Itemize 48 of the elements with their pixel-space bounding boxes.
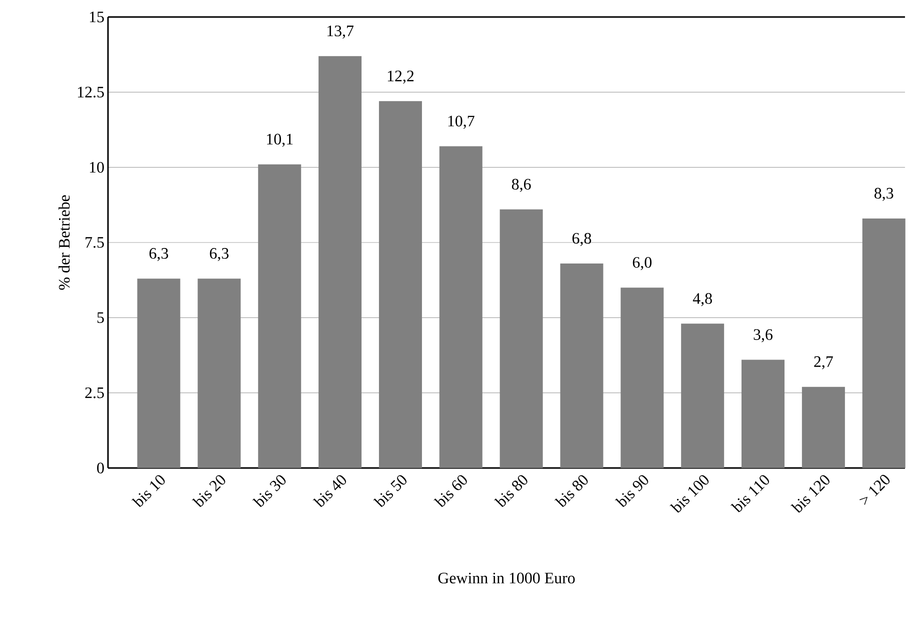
x-tick-label: bis 90	[614, 475, 648, 508]
bar	[681, 324, 724, 468]
data-label: 6,3	[210, 248, 229, 262]
bar	[862, 218, 906, 468]
data-label: 6,0	[632, 257, 652, 270]
x-tick-label: bis 80	[494, 475, 528, 508]
bar	[439, 146, 482, 468]
bar	[802, 386, 845, 468]
bar	[378, 101, 422, 468]
data-label: 3,6	[754, 329, 773, 342]
y-tick-label: 2.5	[85, 387, 104, 398]
x-tick-label: bis 60	[434, 475, 467, 508]
x-tick-label: bis 10	[132, 475, 165, 508]
y-tick-label: 5	[97, 312, 104, 323]
data-label: 2,7	[814, 356, 833, 370]
y-axis-title: % der Betriebe	[58, 195, 70, 290]
y-tick-label: 0	[97, 462, 104, 474]
data-label: 8,6	[512, 178, 531, 192]
y-tick-label: 7.5	[86, 237, 104, 248]
bar	[258, 164, 302, 468]
bar	[742, 360, 785, 468]
x-tick-label: bis 40	[312, 475, 346, 508]
bar	[620, 288, 664, 468]
data-label: 10,1	[267, 134, 293, 147]
y-tick-label: 10	[90, 162, 104, 173]
bar	[198, 278, 241, 468]
data-label: 8,3	[874, 188, 894, 201]
bar	[137, 278, 180, 468]
x-tick-label: bis 20	[192, 475, 226, 508]
data-label: 10,7	[448, 116, 474, 129]
bar	[318, 56, 362, 468]
data-label: 6,8	[572, 232, 592, 246]
data-label: 6,3	[149, 248, 168, 262]
x-tick-label: bis 110	[730, 475, 770, 512]
x-axis-title: Gewinn in 1000 Euro	[438, 572, 575, 584]
x-tick-label: bis 100	[670, 475, 709, 513]
bar	[500, 209, 543, 468]
data-label: 4,8	[692, 293, 712, 306]
y-tick-label: 15	[90, 12, 104, 22]
x-tick-label: bis 30	[252, 475, 286, 508]
x-tick-label: bis 80	[554, 475, 588, 508]
x-tick-label: bis 50	[373, 475, 406, 508]
y-tick-label: 12.5	[78, 86, 104, 98]
x-tick-label: bis 120	[790, 475, 830, 513]
bar	[560, 264, 604, 468]
data-label: 12,2	[388, 70, 414, 84]
x-tick-label: > 120	[859, 474, 890, 505]
data-label: 13,7	[327, 26, 354, 39]
